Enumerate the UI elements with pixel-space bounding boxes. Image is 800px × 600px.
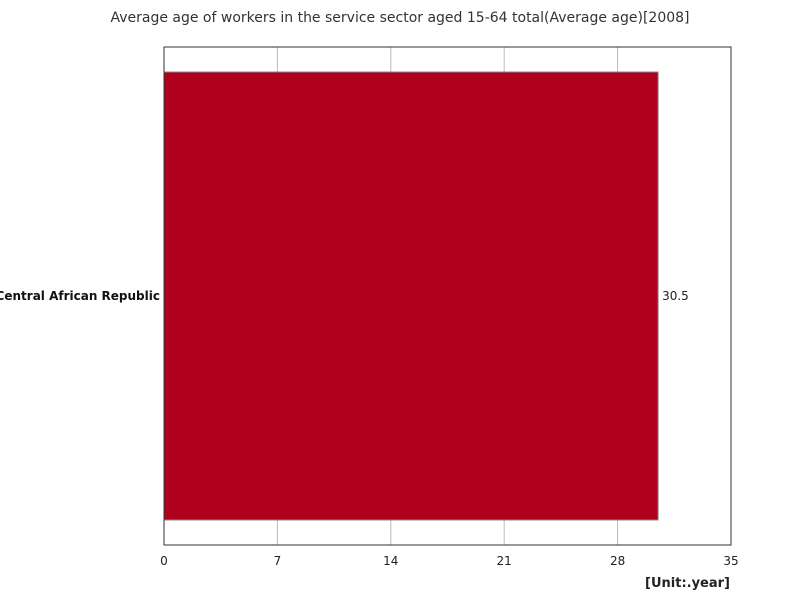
bars xyxy=(163,71,659,521)
x-tick-label-0: 0 xyxy=(160,554,168,568)
chart-title: Average age of workers in the service se… xyxy=(110,10,690,26)
unit-label: [Unit:.year] xyxy=(645,576,730,591)
plot-frame xyxy=(163,46,732,546)
x-tick-label-7: 7 xyxy=(274,554,282,568)
bar-value-label-1: 30.5 xyxy=(662,289,689,303)
x-tick-label-35: 35 xyxy=(723,554,738,568)
x-tick-label-14: 14 xyxy=(383,554,398,568)
x-tick-label-21: 21 xyxy=(497,554,512,568)
bar-1 xyxy=(163,71,659,521)
labels: Central African Republic 30.5 xyxy=(0,289,689,303)
x-tick-label-28: 28 xyxy=(610,554,625,568)
x-axis-ticks: 0 7 14 21 28 35 xyxy=(160,554,738,568)
y-category-label-1: Central African Republic xyxy=(0,289,160,303)
